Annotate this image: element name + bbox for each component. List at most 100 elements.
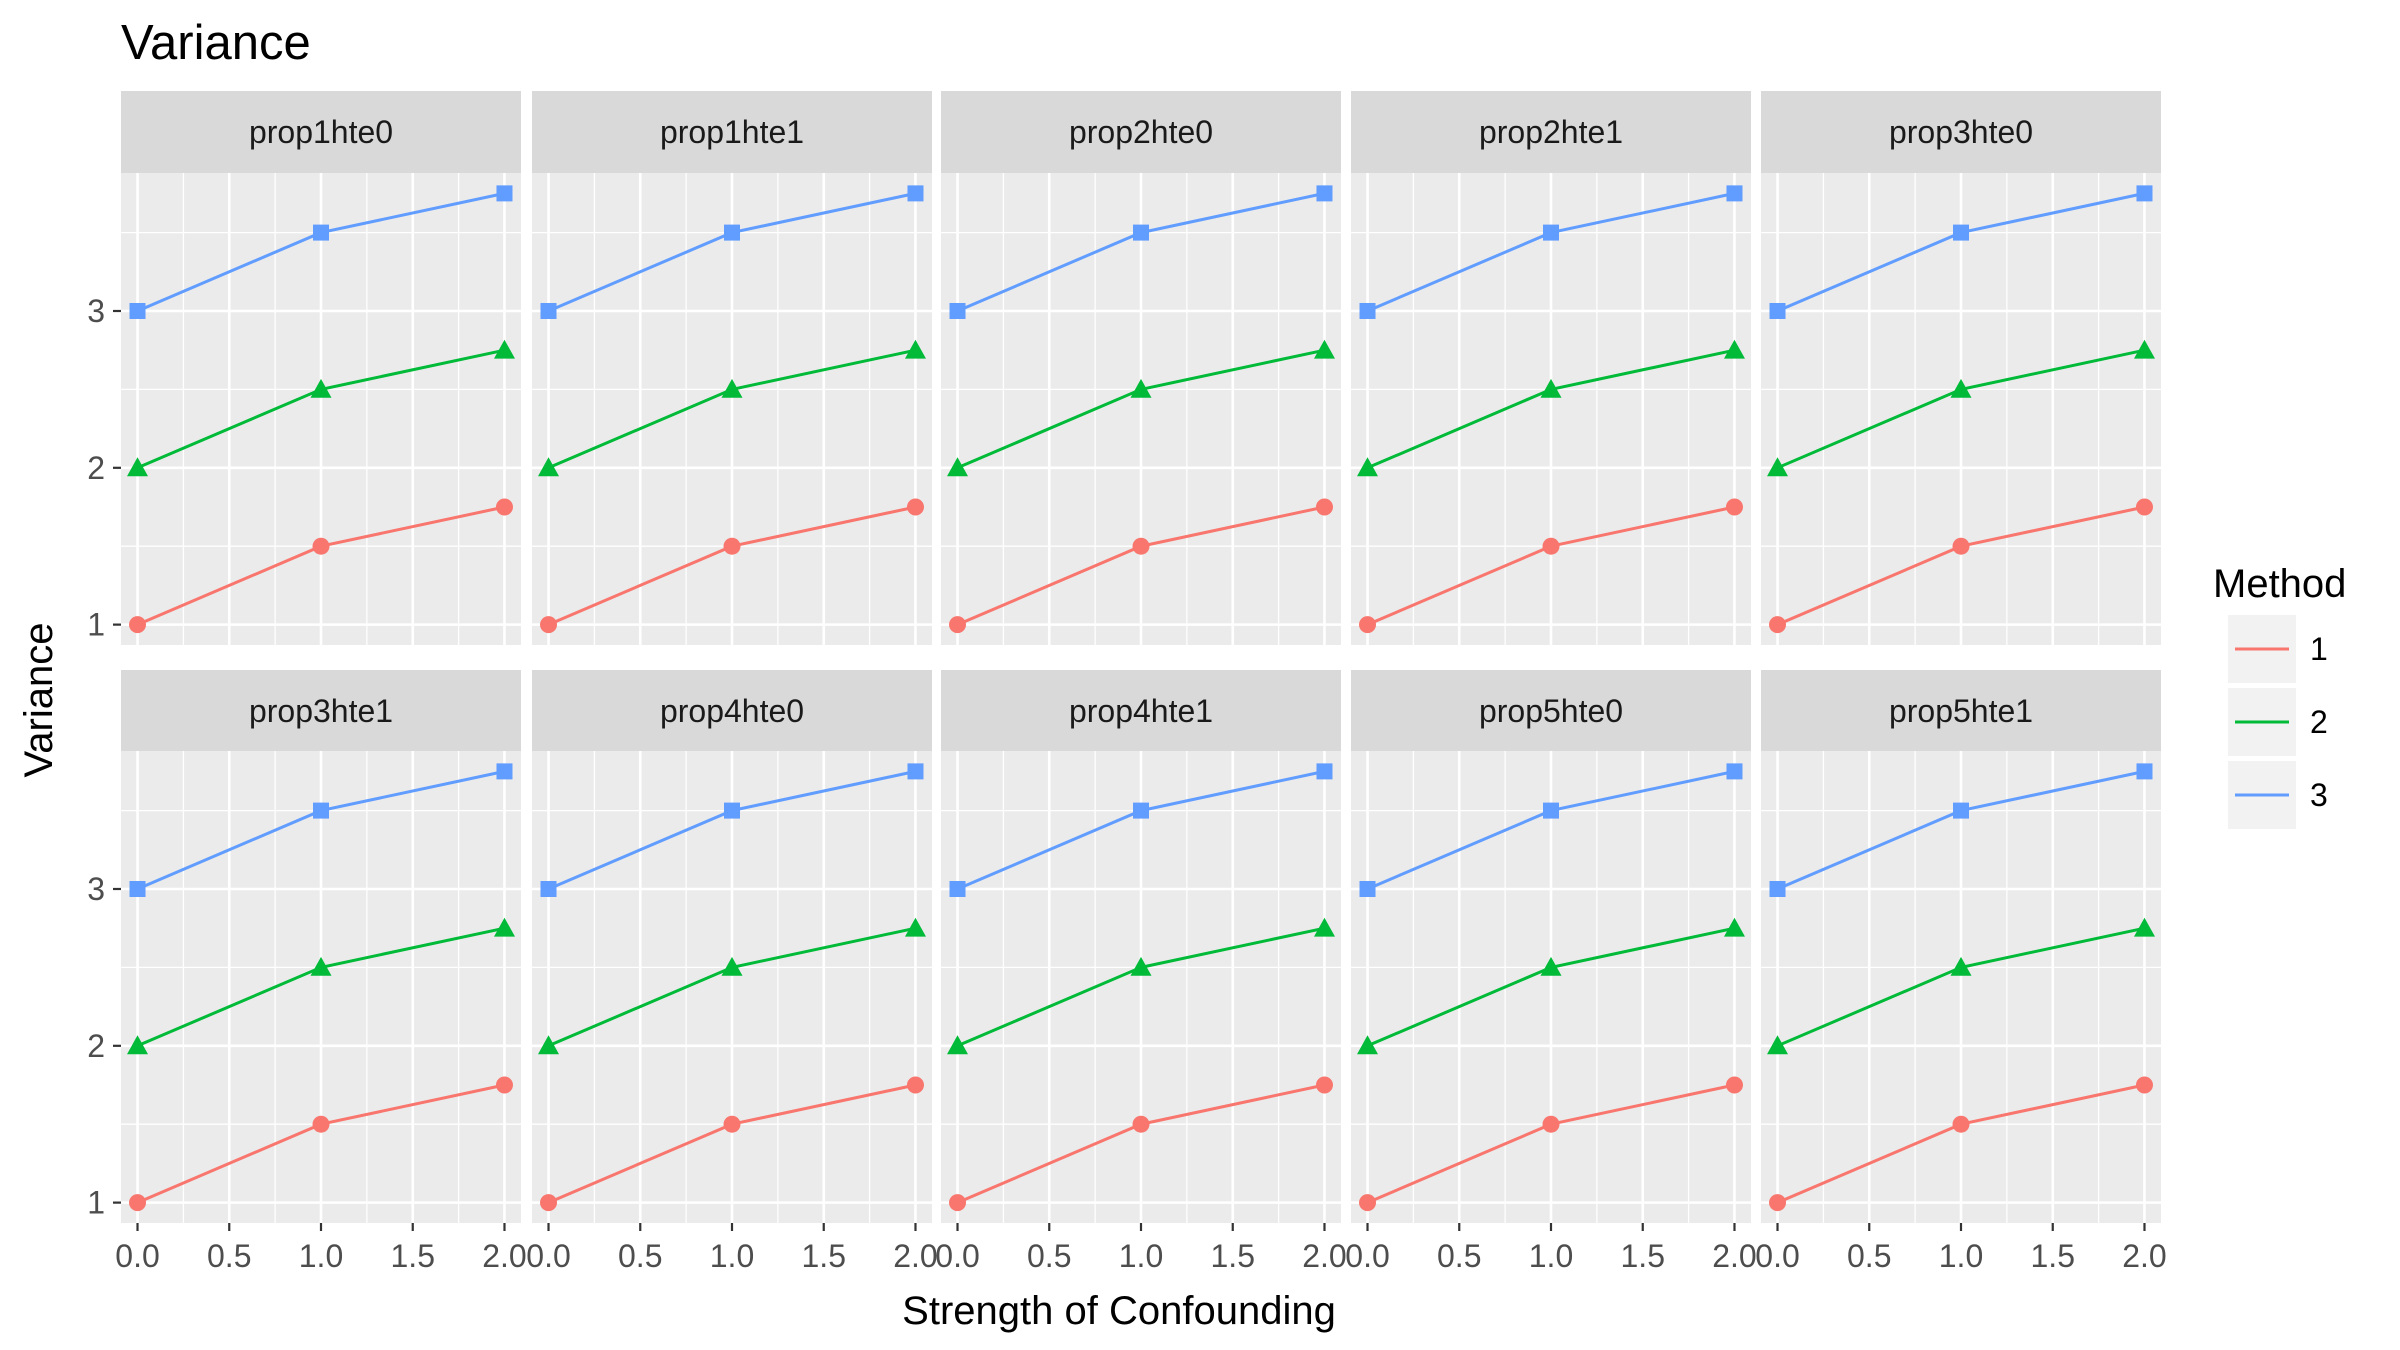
facet-panel-prop2hte0: prop2hte0 [941, 91, 1341, 645]
x-tick-label: 0.0 [1345, 1238, 1389, 1274]
data-point-method-2 [721, 956, 743, 976]
x-tick-label: 1.0 [299, 1238, 343, 1274]
facet-strip [941, 670, 1341, 752]
facet-strip-label: prop5hte1 [1889, 693, 2033, 729]
data-point-method-3 [1769, 880, 1786, 897]
y-axis-title: Variance [17, 623, 61, 778]
data-point-method-3 [1953, 802, 1969, 819]
facet-strip-label: prop2hte1 [1479, 114, 1623, 150]
x-tick-label: 0.5 [1847, 1238, 1891, 1274]
data-point-method-1 [1725, 498, 1743, 516]
data-point-method-2 [1130, 956, 1152, 976]
y-tick-label: 1 [87, 1185, 105, 1221]
data-point-method-1 [1952, 1115, 1970, 1133]
data-point-method-2 [1357, 457, 1379, 477]
data-point-method-3 [1359, 880, 1376, 897]
x-tick-label: 0.0 [935, 1238, 979, 1274]
data-point-method-3 [540, 880, 557, 897]
data-point-method-2 [1723, 917, 1745, 937]
data-point-method-3 [313, 802, 329, 819]
data-point-method-2 [2133, 917, 2155, 937]
y-tick-label: 1 [87, 607, 105, 643]
data-point-method-2 [493, 917, 515, 937]
legend-item-method-3: 3 [2228, 761, 2328, 829]
x-tick-label: 2.0 [1712, 1238, 1756, 1274]
data-point-method-2 [1540, 956, 1562, 976]
legend-item-method-1: 1 [2228, 615, 2328, 683]
facet-strip-label: prop4hte0 [660, 693, 804, 729]
x-tick-label: 0.5 [1027, 1238, 1071, 1274]
x-tick-label: 2.0 [2122, 1238, 2166, 1274]
x-tick-label: 2.0 [893, 1238, 937, 1274]
data-point-method-1 [495, 1076, 513, 1094]
facet-strip-label: prop4hte1 [1069, 693, 1213, 729]
legend: Method 1 2 3 [2213, 562, 2346, 829]
facet-panel-prop1hte1: prop1hte1 [532, 91, 932, 645]
data-point-method-2 [1723, 339, 1745, 359]
facet-strip-label: prop1hte0 [249, 114, 393, 150]
data-point-method-2 [1950, 956, 1972, 976]
facet-panel-prop5hte0: prop5hte0 0.0 0.5 1.0 1.5 2.0 [1345, 670, 1757, 1274]
facet-strip-label: prop2hte0 [1069, 114, 1213, 150]
data-point-method-2 [947, 1035, 969, 1055]
legend-label: 3 [2310, 777, 2328, 813]
y-tick-label: 3 [87, 293, 105, 329]
data-point-method-2 [310, 956, 332, 976]
data-point-method-2 [127, 457, 149, 477]
data-point-method-2 [947, 457, 969, 477]
x-tick-label: 1.5 [1211, 1238, 1255, 1274]
data-point-method-1 [540, 1194, 558, 1212]
facet-panel-prop2hte1: prop2hte1 [1351, 91, 1751, 645]
y-tick-label: 3 [87, 871, 105, 907]
data-point-method-1 [540, 616, 558, 634]
facet-panel-prop3hte1: prop3hte1 1 2 3 0.0 0.5 1.0 1.5 2.0 [87, 670, 527, 1274]
data-point-method-1 [1542, 1115, 1560, 1133]
x-tick-label: 0.0 [1755, 1238, 1799, 1274]
data-point-method-3 [1133, 802, 1149, 819]
data-point-method-3 [313, 224, 329, 241]
data-point-method-1 [312, 1115, 330, 1133]
legend-item-method-2: 2 [2228, 688, 2328, 756]
data-point-method-2 [538, 1035, 560, 1055]
facet-strip [1351, 670, 1751, 752]
data-point-method-1 [1952, 537, 1970, 555]
data-point-method-1 [906, 1076, 924, 1094]
data-point-method-3 [907, 185, 924, 202]
data-point-method-1 [723, 1115, 741, 1133]
data-point-method-2 [493, 339, 515, 359]
x-tick-label: 0.5 [618, 1238, 662, 1274]
data-point-method-3 [2136, 185, 2153, 202]
data-point-method-3 [496, 763, 513, 780]
x-axis-title: Strength of Confounding [902, 1289, 1336, 1333]
x-tick-label: 1.0 [710, 1238, 754, 1274]
data-point-method-1 [1315, 498, 1333, 516]
data-point-method-2 [310, 378, 332, 398]
data-point-method-1 [949, 616, 967, 634]
data-point-method-2 [904, 339, 926, 359]
data-point-method-2 [1313, 339, 1335, 359]
data-point-method-1 [129, 1194, 147, 1212]
data-point-method-1 [1725, 1076, 1743, 1094]
data-point-method-1 [1769, 1194, 1787, 1212]
data-point-method-2 [1357, 1035, 1379, 1055]
data-point-method-3 [496, 185, 513, 202]
facet-panel-prop1hte0: prop1hte0 1 2 3 [87, 91, 521, 645]
data-point-method-2 [721, 378, 743, 398]
data-point-method-1 [906, 498, 924, 516]
x-tick-label: 2.0 [482, 1238, 526, 1274]
data-point-method-1 [1359, 1194, 1377, 1212]
data-point-method-1 [723, 537, 741, 555]
data-point-method-3 [1769, 302, 1786, 319]
facet-panel-prop4hte0: prop4hte0 0.0 0.5 1.0 1.5 2.0 [526, 670, 938, 1274]
data-point-method-3 [1316, 763, 1333, 780]
data-point-method-1 [1769, 616, 1787, 634]
data-point-method-2 [1767, 457, 1789, 477]
chart-title: Variance [121, 16, 311, 70]
facet-strip [121, 91, 521, 173]
x-tick-label: 1.5 [1621, 1238, 1665, 1274]
x-tick-label: 0.0 [115, 1238, 159, 1274]
data-point-method-3 [1133, 224, 1149, 241]
facet-grid: prop1hte0 1 2 3 prop1hte1 prop2hte0 prop2hte1 p… [87, 91, 2167, 1274]
data-point-method-3 [1543, 224, 1559, 241]
data-point-method-2 [904, 917, 926, 937]
